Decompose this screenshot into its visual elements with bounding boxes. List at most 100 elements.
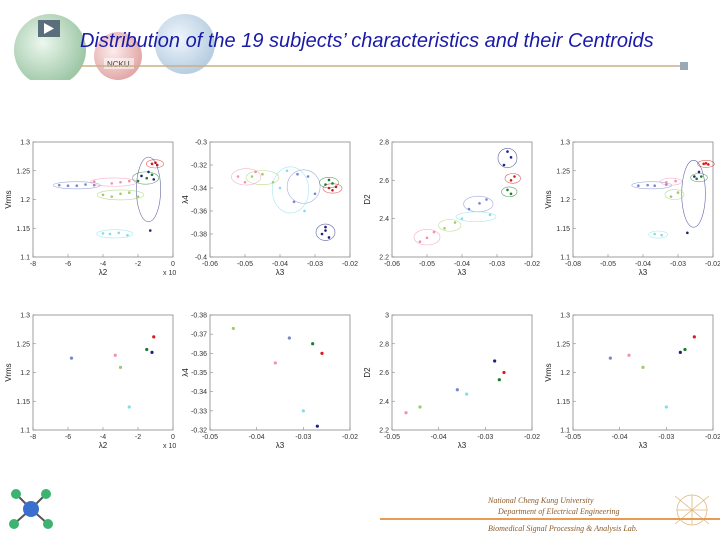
x-tick-label: -0.03	[658, 434, 674, 441]
globe-decoration	[155, 14, 215, 74]
series-envelope	[504, 173, 521, 184]
data-point	[110, 195, 114, 198]
data-point	[653, 232, 656, 236]
data-point	[665, 180, 668, 184]
series-envelope	[455, 211, 497, 222]
x-tick-label: -0.08	[565, 261, 581, 268]
data-point	[306, 175, 310, 178]
y-tick-label: 3	[385, 313, 389, 320]
data-point	[250, 175, 254, 178]
data-point	[140, 174, 143, 178]
chart-distribution-1-3: -0.06 -0.05 -0.04 -0.03 -0.02 2.2 2.4 2.6 2.8 λ3 D…	[363, 140, 540, 278]
series-envelope	[690, 173, 708, 183]
data-point	[497, 378, 501, 382]
x-tick-label: -0.06	[384, 261, 400, 268]
y-axis-label: D2	[363, 367, 372, 378]
data-point	[425, 236, 429, 240]
data-point	[101, 193, 105, 197]
data-point	[313, 192, 317, 196]
data-point	[702, 162, 705, 166]
data-point	[453, 221, 457, 224]
data-point	[320, 232, 324, 236]
y-tick-label: 1.1	[20, 428, 30, 435]
data-point	[327, 236, 331, 239]
y-tick-label: 2.6	[379, 178, 389, 185]
x-tick-label: -0.02	[524, 434, 540, 441]
series-envelope	[660, 177, 682, 186]
data-point	[113, 353, 117, 357]
y-tick-label: 1.3	[20, 140, 30, 147]
footer-line-1: National Cheng Kung University	[487, 496, 594, 505]
x-tick-label: -0.06	[202, 261, 218, 268]
data-point	[455, 388, 459, 392]
x-axis-label: λ2	[99, 268, 108, 277]
data-point	[273, 361, 277, 365]
y-tick-label: -0.34	[191, 389, 207, 396]
data-point	[127, 179, 131, 183]
y-tick-label: 1.25	[556, 168, 570, 175]
series-envelope	[438, 219, 462, 232]
y-tick-label: 1.2	[560, 370, 570, 377]
data-point	[509, 156, 513, 159]
data-point	[676, 191, 680, 194]
data-point	[127, 405, 131, 409]
plot-frame	[572, 314, 714, 431]
data-point	[243, 180, 247, 184]
plot-frame	[32, 314, 174, 431]
x-tick-label: -8	[30, 434, 36, 441]
x-tick-label: -0.02	[705, 261, 720, 268]
x-tick-label: -0.05	[237, 261, 253, 268]
data-point	[292, 200, 296, 204]
series-envelope	[245, 170, 280, 185]
x-axis-label: λ3	[458, 268, 467, 277]
data-point	[92, 180, 96, 183]
y-tick-label: 1.25	[16, 168, 30, 175]
data-point	[118, 365, 123, 369]
x-tick-label: -2	[135, 261, 141, 268]
x-tick-label: -0.04	[635, 261, 651, 268]
x-tick-label: -0.05	[202, 434, 218, 441]
y-tick-label: -0.35	[191, 370, 207, 377]
y-axis-label: D2	[363, 194, 372, 205]
y-tick-label: 1.2	[20, 370, 30, 377]
x-axis-label: λ3	[276, 268, 285, 277]
data-point	[152, 178, 156, 181]
data-point	[678, 350, 682, 354]
data-point	[136, 195, 140, 198]
data-point	[296, 172, 299, 176]
series-envelope	[681, 159, 706, 228]
data-point	[145, 176, 149, 180]
data-point	[704, 161, 708, 165]
data-point	[683, 347, 687, 352]
y-tick-label: -0.32	[191, 163, 207, 170]
y-tick-label: -0.37	[191, 332, 207, 339]
y-tick-label: 1.15	[556, 399, 570, 406]
x-tick-label: -6	[65, 434, 71, 441]
data-point	[331, 182, 334, 185]
x-tick-label: -0.05	[384, 434, 400, 441]
x-tick-label: -0.03	[489, 261, 505, 268]
data-point	[707, 163, 710, 166]
series-envelope	[231, 168, 262, 186]
data-point	[126, 233, 129, 237]
x-tick-label: -0.04	[272, 261, 288, 268]
footer-line-2: Department of Electrical Engineering	[497, 507, 620, 516]
y-tick-label: 1.2	[560, 197, 570, 204]
data-point	[150, 350, 154, 354]
data-point	[660, 233, 663, 237]
x-tick-label: -0.02	[524, 261, 540, 268]
data-point	[608, 356, 612, 360]
plot-frame	[32, 141, 174, 258]
data-point	[418, 405, 422, 409]
data-point	[502, 163, 506, 167]
y-tick-label: 2.2	[379, 255, 389, 262]
footer-logo: National Cheng Kung University Departmen…	[380, 494, 720, 533]
series-envelope	[96, 229, 134, 239]
data-point	[324, 183, 327, 186]
x-tick-label: -4	[100, 434, 106, 441]
data-point	[664, 405, 668, 409]
data-point	[145, 347, 149, 352]
y-tick-label: 1.3	[560, 140, 570, 147]
y-tick-label: -0.3	[195, 140, 207, 147]
data-point	[697, 170, 701, 174]
